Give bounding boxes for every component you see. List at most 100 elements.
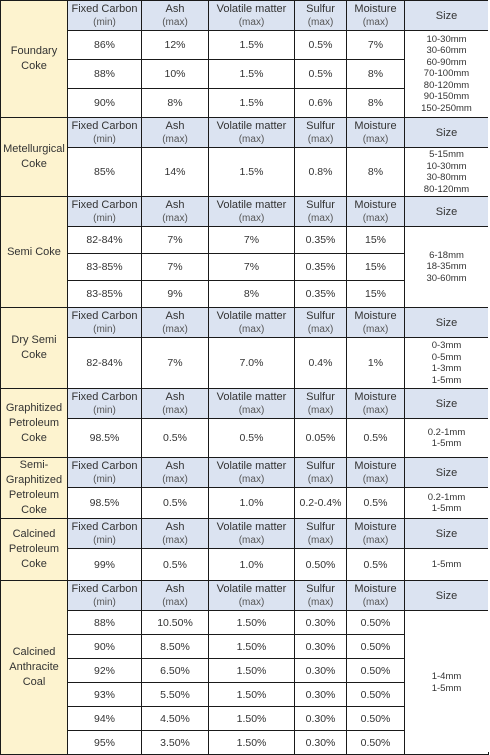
header-fixed-carbon: Fixed Carbon (min) bbox=[67, 580, 142, 611]
size-range: 30-60mm bbox=[426, 272, 467, 284]
size-range: 6-18mm bbox=[429, 249, 464, 261]
header-fixed-carbon-label: Fixed Carbon bbox=[71, 309, 138, 322]
page-edge bbox=[488, 0, 490, 752]
header-sulfur: Sulfur (max) bbox=[294, 457, 347, 488]
header-volatile-matter-qualifier: (max) bbox=[238, 596, 265, 608]
header-sulfur: Sulfur (max) bbox=[294, 580, 347, 611]
header-size: Size bbox=[404, 307, 489, 338]
size-range: 30-60mm bbox=[426, 45, 467, 57]
header-volatile-matter-label: Volatile matter bbox=[216, 582, 287, 595]
header-fixed-carbon: Fixed Carbon (min) bbox=[67, 196, 142, 227]
ash-value: 7% bbox=[141, 337, 209, 389]
sulfur-value: 0.35% bbox=[294, 280, 347, 308]
sulfur-value: 0.35% bbox=[294, 226, 347, 254]
header-sulfur: Sulfur (max) bbox=[294, 388, 347, 419]
header-sulfur-label: Sulfur bbox=[306, 198, 335, 211]
header-size: Size bbox=[404, 196, 489, 227]
header-fixed-carbon: Fixed Carbon (min) bbox=[67, 518, 142, 549]
sulfur-value: 0.30% bbox=[294, 634, 347, 659]
ash-value: 10% bbox=[141, 59, 209, 89]
fixed-carbon-value: 88% bbox=[67, 59, 142, 89]
moisture-value: 0.50% bbox=[346, 730, 405, 755]
size-range-list: 0-3mm 0-5mm 1-3mm 1-5mm bbox=[404, 337, 489, 389]
sulfur-value: 0.4% bbox=[294, 337, 347, 389]
header-sulfur-qualifier: (max) bbox=[307, 596, 334, 608]
category-name: Semi-Graphitized Petroleum Coke bbox=[0, 457, 68, 519]
volatile-matter-value: 1.5% bbox=[208, 147, 295, 197]
fixed-carbon-value: 82-84% bbox=[67, 226, 142, 254]
moisture-value: 0.50% bbox=[346, 658, 405, 683]
sulfur-value: 0.2-0.4% bbox=[294, 487, 347, 519]
fixed-carbon-value: 99% bbox=[67, 548, 142, 581]
moisture-value: 0.5% bbox=[346, 487, 405, 519]
header-volatile-matter-qualifier: (max) bbox=[238, 212, 265, 224]
sulfur-value: 0.50% bbox=[294, 548, 347, 581]
size-range: 70-100mm bbox=[423, 68, 470, 80]
section-header-row: Foundary Coke Fixed Carbon (min) Ash (max) Vo… bbox=[0, 0, 489, 118]
header-fixed-carbon-label: Fixed Carbon bbox=[71, 459, 138, 472]
table-row: 88% 10.50% 1.50% 0.30% 0.50% 1-4mm 1-5mm bbox=[1, 610, 489, 755]
fixed-carbon-value: 94% bbox=[67, 706, 142, 731]
table-row: 98.5% 0.5% 1.0% 0.2-0.4% 0.5% 0.2-1mm 1-5mm bbox=[1, 487, 489, 519]
header-moisture-qualifier: (max) bbox=[362, 212, 389, 224]
header-volatile-matter-qualifier: (max) bbox=[238, 473, 265, 485]
header-ash: Ash (max) bbox=[141, 388, 209, 419]
sulfur-value: 0.8% bbox=[294, 147, 347, 197]
table-row: 82-84% 7% 7.0% 0.4% 1% 0-3mm 0-5mm 1-3mm 1-5mm bbox=[1, 337, 489, 389]
header-moisture: Moisture (max) bbox=[346, 196, 405, 227]
header-volatile-matter: Volatile matter (max) bbox=[208, 518, 295, 549]
header-moisture-label: Moisture bbox=[354, 390, 397, 403]
header-moisture: Moisture (max) bbox=[346, 518, 405, 549]
header-ash: Ash (max) bbox=[141, 117, 209, 148]
table-row: 90% 8.50% 1.50% 0.30% 0.50% bbox=[1, 634, 489, 659]
header-fixed-carbon-label: Fixed Carbon bbox=[71, 2, 138, 15]
header-sulfur-qualifier: (max) bbox=[307, 212, 334, 224]
header-volatile-matter: Volatile matter (max) bbox=[208, 580, 295, 611]
table-row: 88% 10% 1.5% 0.5% 8% bbox=[1, 59, 489, 89]
fixed-carbon-value: 92% bbox=[67, 658, 142, 683]
header-volatile-matter: Volatile matter (max) bbox=[208, 196, 295, 227]
size-range: 1-5mm bbox=[431, 438, 462, 449]
ash-value: 3.50% bbox=[141, 730, 209, 755]
header-sulfur-qualifier: (max) bbox=[307, 404, 334, 416]
volatile-matter-value: 7% bbox=[208, 253, 295, 281]
size-range: 0-5mm bbox=[431, 351, 462, 363]
header-moisture: Moisture (max) bbox=[346, 580, 405, 611]
header-volatile-matter-qualifier: (max) bbox=[238, 133, 265, 145]
size-range-list: 1-4mm 1-5mm bbox=[404, 610, 489, 755]
size-range-list: 6-18mm 18-35mm 30-60mm bbox=[404, 226, 489, 308]
sulfur-value: 0.30% bbox=[294, 706, 347, 731]
header-moisture-qualifier: (max) bbox=[362, 534, 389, 546]
volatile-matter-value: 1.50% bbox=[208, 682, 295, 707]
header-volatile-matter-label: Volatile matter bbox=[216, 390, 287, 403]
fixed-carbon-value: 86% bbox=[67, 30, 142, 60]
header-size: Size bbox=[404, 0, 489, 31]
ash-value: 12% bbox=[141, 30, 209, 60]
sulfur-value: 0.6% bbox=[294, 88, 347, 118]
header-ash: Ash (max) bbox=[141, 196, 209, 227]
header-fixed-carbon-label: Fixed Carbon bbox=[71, 582, 138, 595]
header-ash: Ash (max) bbox=[141, 518, 209, 549]
header-fixed-carbon-qualifier: (min) bbox=[93, 404, 116, 416]
fixed-carbon-value: 90% bbox=[67, 88, 142, 118]
header-fixed-carbon-qualifier: (min) bbox=[93, 534, 116, 546]
size-range: 1-4mm bbox=[431, 671, 462, 682]
header-moisture: Moisture (max) bbox=[346, 307, 405, 338]
fixed-carbon-value: 98.5% bbox=[67, 418, 142, 458]
header-volatile-matter-label: Volatile matter bbox=[216, 520, 287, 533]
size-range: 0.2-1mm bbox=[427, 426, 466, 438]
size-range: 1-5mm bbox=[431, 503, 462, 514]
header-sulfur-label: Sulfur bbox=[306, 582, 335, 595]
header-volatile-matter-label: Volatile matter bbox=[216, 309, 287, 322]
ash-value: 10.50% bbox=[141, 610, 209, 635]
header-ash-qualifier: (max) bbox=[162, 212, 188, 224]
category-name: Graphitized Petroleum Coke bbox=[0, 388, 68, 458]
ash-value: 4.50% bbox=[141, 706, 209, 731]
section-header-row: Metellurgical Coke Fixed Carbon (min) Ash (m… bbox=[0, 117, 489, 197]
header-fixed-carbon-label: Fixed Carbon bbox=[71, 520, 138, 533]
table-row: 90% 8% 1.5% 0.6% 8% bbox=[1, 88, 489, 118]
ash-value: 5.50% bbox=[141, 682, 209, 707]
category-name: Semi Coke bbox=[0, 196, 68, 308]
size-range-list: 5-15mm 10-30mm 30-80mm 80-120mm bbox=[404, 147, 489, 197]
header-volatile-matter: Volatile matter (max) bbox=[208, 307, 295, 338]
